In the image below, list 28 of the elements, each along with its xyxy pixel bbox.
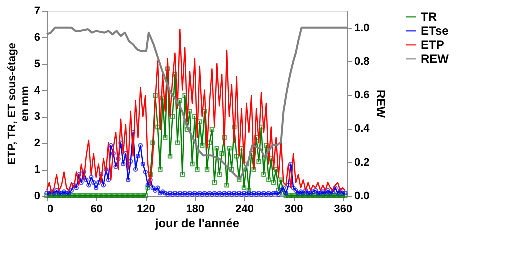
x-tick-label: 240 [236,204,254,216]
y2-tick-label: 0.6 [354,90,370,102]
legend-label: REW [421,52,450,66]
y-tick-label: 6 [34,32,40,44]
y2-tick-label: 1.0 [354,22,370,34]
legend-label: ETP [421,38,444,52]
y-tick-label: 5 [34,58,40,70]
y-axis-title: ETP, TR, ET sous-étage en mm [6,42,32,166]
x-tick-label: 360 [334,204,353,216]
y-tick-label: 7 [34,6,40,18]
x-tick-label: 60 [90,204,103,216]
x-tick-label: 120 [136,204,156,216]
y-tick-label: 1 [34,164,40,176]
x-axis-title: jour de l'année [154,216,240,230]
y-tick-label: 0 [34,190,40,202]
y2-tick-label: 0.2 [354,156,370,169]
y-tick-label: 3 [34,111,40,124]
legend-label: ETse [421,24,450,38]
y2-tick-label: 0.4 [354,123,371,136]
y2-axis-title: REW [374,90,388,119]
x-tick-label: 180 [186,204,205,216]
y2-tick-label: 0.0 [354,190,370,202]
legend-label: TR [421,10,438,24]
x-tick-label: 300 [284,204,304,216]
y-tick-label: 2 [34,138,40,150]
y-tick-label: 4 [34,84,42,97]
x-tick-label: 0 [48,204,54,216]
y2-tick-label: 0.8 [354,56,370,68]
